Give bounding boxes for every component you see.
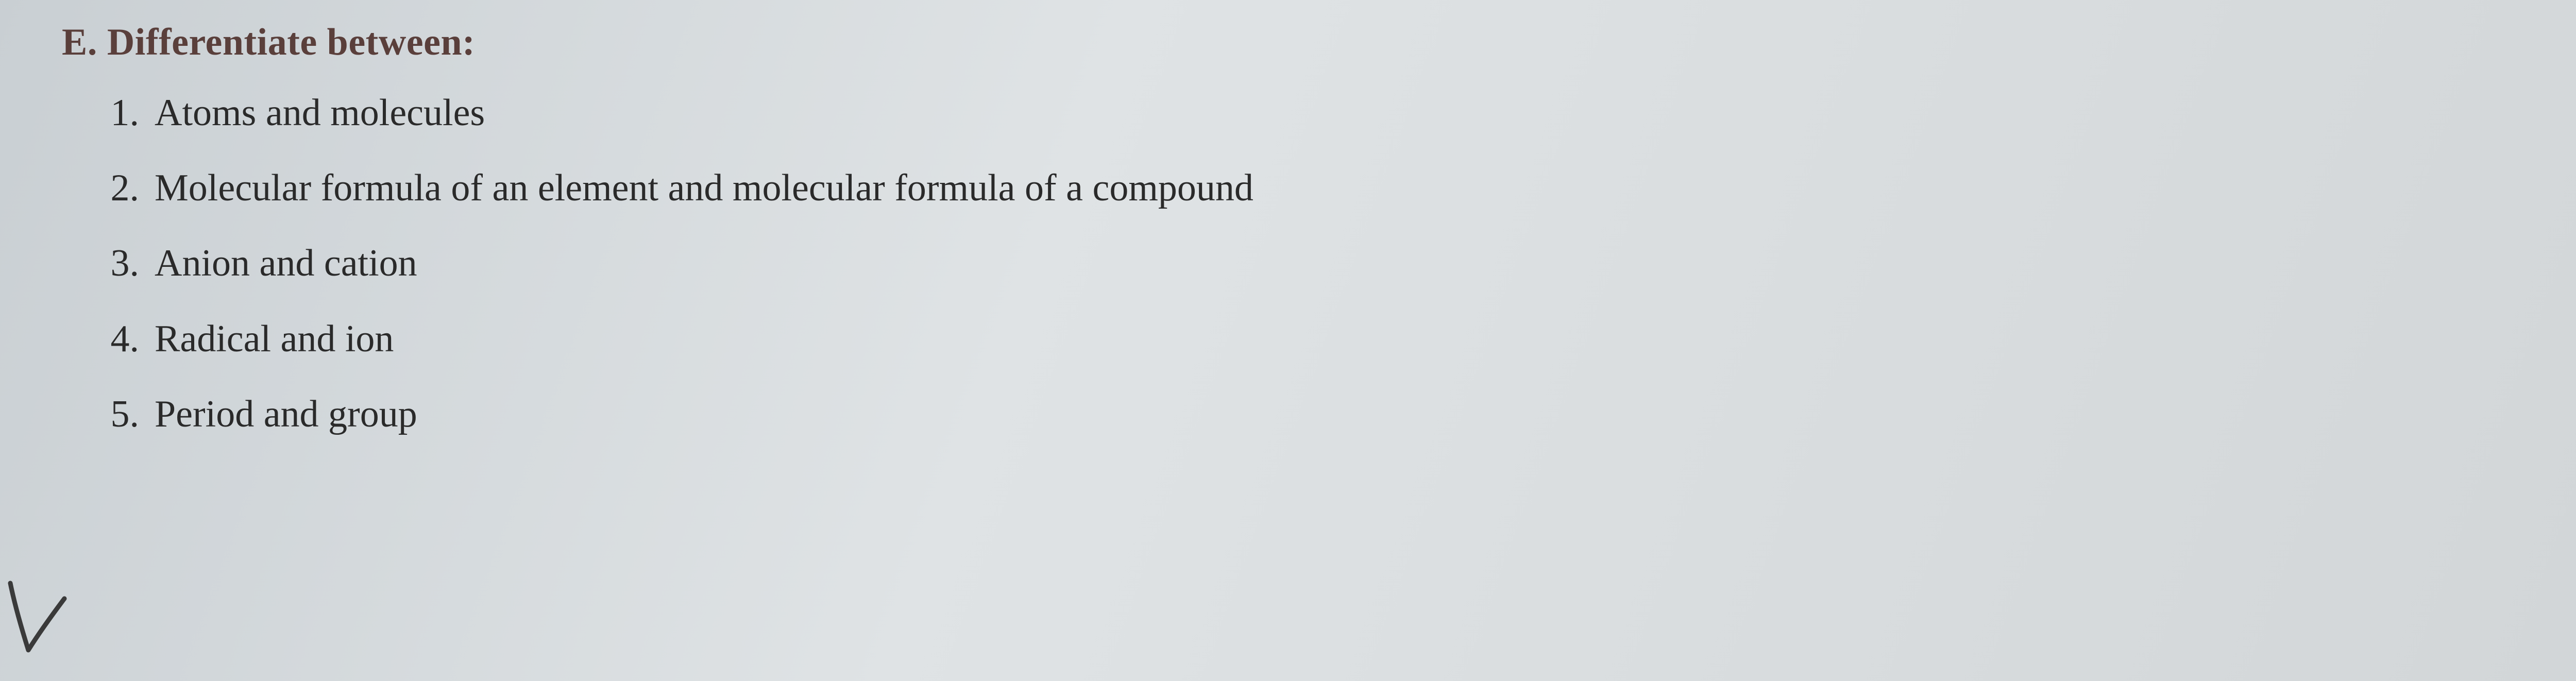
list-item: 2. Molecular formula of an element and m… (98, 163, 2545, 213)
list-item: 5. Period and group (98, 389, 2545, 439)
list-item: 3. Anion and cation (98, 239, 2545, 288)
item-text: Molecular formula of an element and mole… (155, 163, 2545, 213)
item-text: Anion and cation (155, 239, 2545, 288)
section-letter: E. (62, 21, 97, 63)
item-text: Radical and ion (155, 314, 2545, 364)
section-title: Differentiate between: (107, 21, 475, 63)
page-content: E. Differentiate between: 1. Atoms and m… (62, 21, 2545, 439)
item-number: 2. (98, 163, 155, 213)
list-item: 4. Radical and ion (98, 314, 2545, 364)
list-item: 1. Atoms and molecules (98, 88, 2545, 138)
section-heading: E. Differentiate between: (62, 21, 2545, 64)
question-list: 1. Atoms and molecules 2. Molecular form… (62, 88, 2545, 439)
pencil-tick-mark (5, 578, 67, 660)
item-number: 1. (98, 88, 155, 138)
item-number: 5. (98, 389, 155, 439)
item-number: 3. (98, 239, 155, 288)
item-text: Period and group (155, 389, 2545, 439)
item-number: 4. (98, 314, 155, 364)
item-text: Atoms and molecules (155, 88, 2545, 138)
